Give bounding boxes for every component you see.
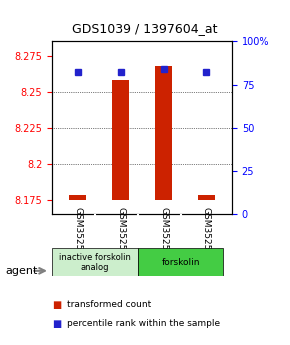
Text: inactive forskolin
analog: inactive forskolin analog xyxy=(59,253,131,272)
FancyBboxPatch shape xyxy=(52,248,138,276)
Text: GSM35255: GSM35255 xyxy=(73,207,82,256)
Text: ■: ■ xyxy=(52,300,61,310)
Bar xyxy=(155,66,172,199)
Text: agent: agent xyxy=(6,266,38,276)
Bar xyxy=(198,195,215,199)
Text: GSM35256: GSM35256 xyxy=(116,207,125,256)
Text: forskolin: forskolin xyxy=(161,258,200,267)
Bar xyxy=(69,195,86,199)
FancyBboxPatch shape xyxy=(138,248,223,276)
Text: GSM35253: GSM35253 xyxy=(159,207,168,256)
Text: percentile rank within the sample: percentile rank within the sample xyxy=(67,319,220,328)
Text: GSM35254: GSM35254 xyxy=(202,207,211,256)
Text: GDS1039 / 1397604_at: GDS1039 / 1397604_at xyxy=(72,22,218,36)
Bar xyxy=(112,80,129,199)
Text: ■: ■ xyxy=(52,319,61,329)
Text: transformed count: transformed count xyxy=(67,300,151,309)
